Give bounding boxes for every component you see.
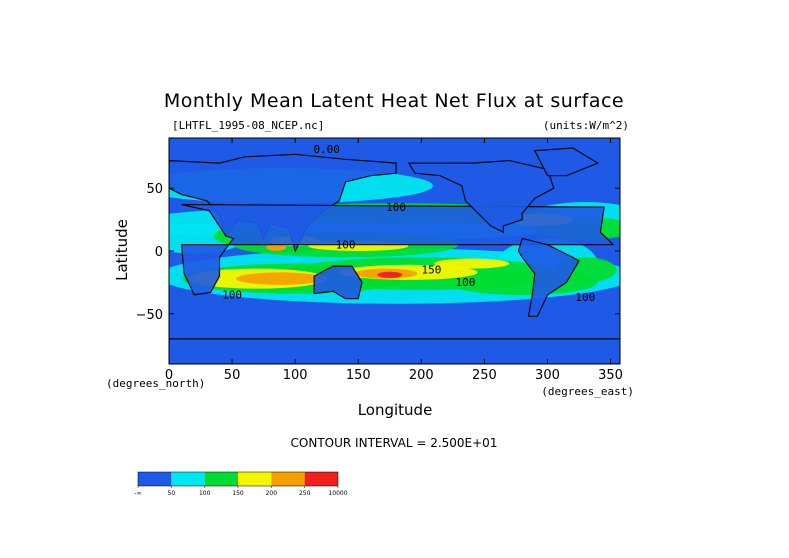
y-tick-label: 50: [146, 182, 163, 197]
contour-label: 100: [222, 289, 242, 302]
chart-title: Monthly Mean Latent Heat Net Flux at sur…: [164, 90, 624, 112]
x-units-label: (degrees_east): [541, 385, 634, 398]
contour-label: 100: [575, 291, 595, 304]
contour-label: 100: [336, 238, 356, 251]
colorbar-label: 50: [168, 490, 176, 497]
contour-label: 100: [386, 201, 406, 214]
contour-labels: 0.00 100 100 100 150 100 100: [222, 143, 595, 304]
plot-area: [169, 138, 620, 364]
contour-label: 100: [456, 276, 476, 289]
x-tick-label: 150: [346, 368, 371, 383]
y-tick-label: 0: [155, 245, 163, 260]
x-tick-label: 0: [165, 368, 173, 383]
colorbar-swatch: [271, 472, 305, 486]
colorbar-swatch: [171, 472, 205, 486]
y-axis-ticks: 50 0 −50: [136, 182, 620, 323]
x-tick-label: 100: [283, 368, 308, 383]
colorbar: -∞ 50 100 150 200 250 10000: [134, 471, 348, 497]
contour-label: 150: [421, 264, 441, 277]
colorbar-swatch: [238, 472, 272, 486]
land-outlines: [169, 147, 620, 364]
contour-label: 0.00: [313, 143, 340, 156]
y-units-label: (degrees_north): [106, 377, 205, 390]
x-tick-label: 350: [598, 368, 623, 383]
x-axis-label: Longitude: [358, 401, 433, 419]
colorbar-label: 150: [232, 490, 244, 497]
x-tick-label: 250: [472, 368, 497, 383]
colorbar-label: 200: [266, 490, 278, 497]
colorbar-label: 10000: [328, 490, 347, 497]
y-axis-label: Latitude: [113, 219, 131, 281]
x-tick-label: 200: [409, 368, 434, 383]
units-label: (units:W/m^2): [543, 119, 629, 132]
contour-interval-note: CONTOUR INTERVAL = 2.500E+01: [291, 436, 498, 450]
y-tick-label: −50: [136, 308, 163, 323]
x-axis-ticks: 0 50 100 150 200 250 300 350: [165, 138, 623, 383]
dataset-label: [LHTFL_1995-08_NCEP.nc]: [172, 119, 324, 132]
colorbar-label: 250: [299, 490, 311, 497]
x-tick-label: 300: [535, 368, 560, 383]
colorbar-swatch: [138, 472, 172, 486]
colorbar-label: -∞: [134, 490, 141, 497]
colorbar-swatch: [204, 472, 238, 486]
x-tick-label: 50: [224, 368, 241, 383]
colorbar-label: 100: [199, 490, 211, 497]
colorbar-swatch: [304, 472, 338, 486]
